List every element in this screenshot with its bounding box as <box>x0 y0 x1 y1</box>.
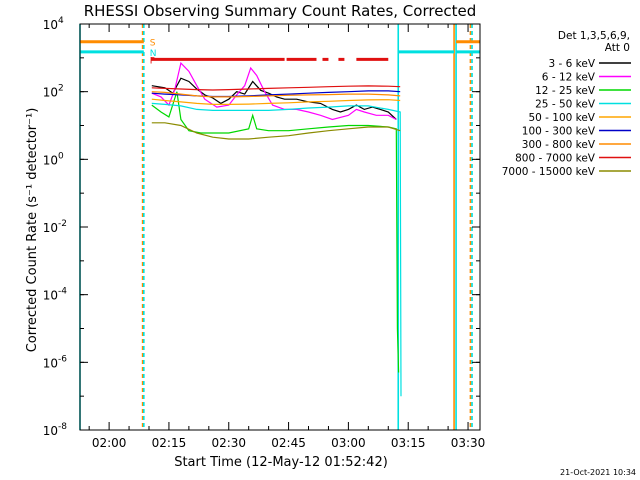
legend-header-line-2: Att 0 <box>605 42 630 54</box>
y-tick-label-4: 10 <box>43 289 58 303</box>
legend-label-5: 100 - 300 keV <box>522 126 596 138</box>
x-tick-label-3: 02:45 <box>271 436 306 450</box>
y-tick-exp-1: 2 <box>58 84 64 94</box>
render-timestamp: 21-Oct-2021 10:34 <box>560 468 636 477</box>
flag-label-F: F <box>150 56 155 66</box>
series-line-3 <box>151 102 402 397</box>
x-axis-label: Start Time (12-May-12 01:52:42) <box>174 455 388 470</box>
legend-label-6: 300 - 800 keV <box>522 139 596 151</box>
y-tick-exp-6: -8 <box>58 422 67 432</box>
y-tick-exp-0: 4 <box>58 16 64 26</box>
series-line-4 <box>151 98 401 106</box>
legend-label-0: 3 - 6 keV <box>548 58 595 70</box>
y-tick-exp-5: -6 <box>58 354 67 364</box>
legend-label-4: 50 - 100 keV <box>528 112 595 124</box>
legend-header-line-1: Det 1,3,5,6,9, <box>558 30 630 42</box>
chart-title: RHESSI Observing Summary Count Rates, Co… <box>84 2 477 20</box>
y-tick-label-2: 10 <box>43 153 58 167</box>
legend: Det 1,3,5,6,9, Att 0 3 - 6 keV 6 - 12 keV… <box>502 30 631 178</box>
y-tick-label-6: 10 <box>43 424 58 438</box>
x-tick-label-1: 02:15 <box>152 436 187 450</box>
x-tick-label-0: 02:00 <box>92 436 127 450</box>
legend-label-7: 800 - 7000 keV <box>515 153 596 165</box>
flag-label-S: S <box>150 39 156 49</box>
legend-label-8: 7000 - 15000 keV <box>502 166 596 178</box>
y-tick-exp-4: -4 <box>58 287 67 297</box>
plot-frame <box>79 23 481 431</box>
legend-label-3: 25 - 50 keV <box>535 99 596 111</box>
x-tick-label-6: 03:30 <box>451 436 486 450</box>
y-tick-label-5: 10 <box>43 356 58 370</box>
y-tick-exp-3: -2 <box>58 219 67 229</box>
series-line-0 <box>151 77 397 120</box>
y-tick-label-1: 10 <box>43 86 58 100</box>
y-tick-exp-2: 0 <box>58 151 64 161</box>
y-tick-label-3: 10 <box>43 221 58 235</box>
x-tick-label-4: 03:00 <box>331 436 366 450</box>
series-line-7 <box>151 85 401 91</box>
legend-label-2: 12 - 25 keV <box>535 85 596 97</box>
series-line-8 <box>151 122 401 140</box>
series-line-1 <box>151 61 397 121</box>
x-tick-label-2: 02:30 <box>211 436 246 450</box>
x-tick-label-5: 03:15 <box>391 436 426 450</box>
y-axis-label: Corrected Count Rate (s⁻¹ detector⁻¹) <box>25 108 40 353</box>
series-line-6 <box>151 91 401 98</box>
legend-label-1: 6 - 12 keV <box>542 72 596 84</box>
series-line-2 <box>151 91 400 373</box>
y-tick-label-0: 10 <box>43 18 58 32</box>
flag-label-N: N <box>150 49 157 59</box>
